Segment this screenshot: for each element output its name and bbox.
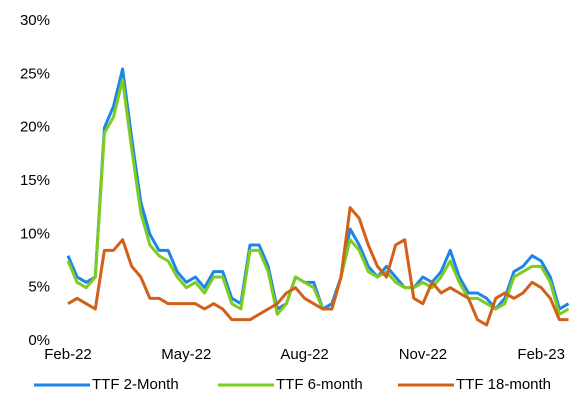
x-tick-label: Nov-22: [399, 346, 447, 363]
legend-label: TTF 6-month: [276, 376, 363, 393]
y-tick-label: 25%: [20, 65, 50, 82]
series-line: [67, 206, 569, 327]
y-tick-label: 15%: [20, 172, 50, 189]
series-line: [66, 67, 570, 311]
x-tick-label: Feb-22: [44, 346, 92, 363]
y-tick-label: 30%: [20, 12, 50, 29]
y-tick-label: 20%: [20, 119, 50, 136]
y-tick-label: 5%: [28, 279, 50, 296]
series-line: [66, 78, 570, 316]
legend-label: TTF 2-Month: [92, 376, 179, 393]
x-tick-label: Feb-23: [517, 346, 565, 363]
y-tick-label: 10%: [20, 225, 50, 242]
legend-label: TTF 18-month: [456, 376, 551, 393]
y-tick-label: 0%: [28, 332, 50, 349]
x-tick-label: Aug-22: [280, 346, 328, 363]
x-tick-label: May-22: [161, 346, 211, 363]
